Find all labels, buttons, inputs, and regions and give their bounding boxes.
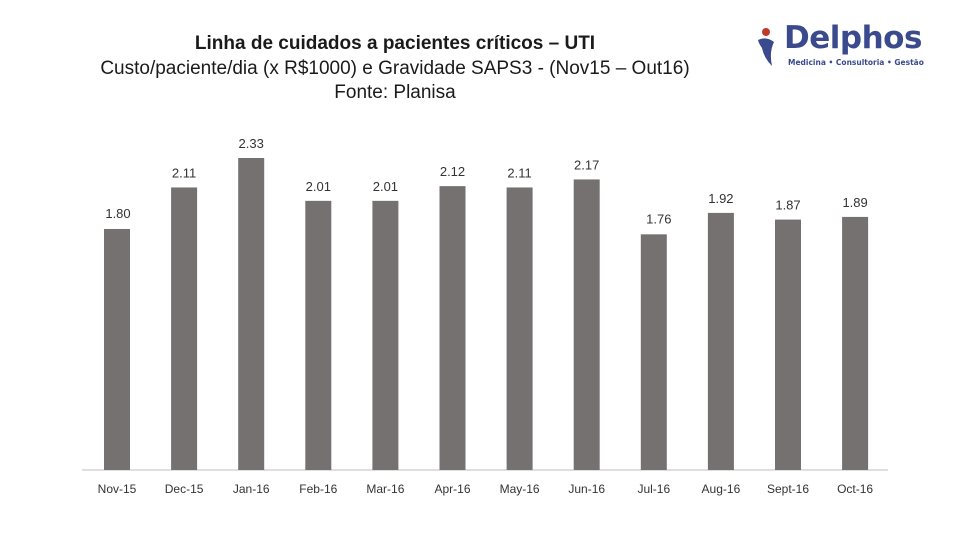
value-label-Jul-16: 1.76 bbox=[646, 211, 671, 226]
bar-May-16 bbox=[506, 187, 533, 470]
person-figure-icon bbox=[758, 28, 774, 66]
category-label-Mar-16: Mar-16 bbox=[366, 482, 404, 496]
category-label-Feb-16: Feb-16 bbox=[299, 482, 337, 496]
value-label-Nov-15: 1.80 bbox=[105, 206, 130, 221]
category-label-Aug-16: Aug-16 bbox=[702, 482, 741, 496]
value-label-Feb-16: 2.01 bbox=[306, 179, 331, 194]
chart-source: Fonte: Planisa bbox=[334, 82, 456, 103]
value-label-Sept-16: 1.87 bbox=[775, 198, 800, 213]
category-label-Dec-15: Dec-15 bbox=[165, 482, 204, 496]
category-label-Nov-15: Nov-15 bbox=[98, 482, 137, 496]
bar-Jan-16 bbox=[238, 158, 265, 470]
delphos-logo: Delphos Medicina • Consultoria • Gestão bbox=[752, 20, 927, 72]
value-label-Aug-16: 1.92 bbox=[708, 191, 733, 206]
category-label-Oct-16: Oct-16 bbox=[837, 482, 873, 496]
bar-Mar-16 bbox=[372, 200, 399, 470]
category-label-Jul-16: Jul-16 bbox=[637, 482, 670, 496]
value-label-Dec-15: 2.11 bbox=[172, 165, 196, 180]
value-label-Mar-16: 2.01 bbox=[373, 179, 398, 194]
category-label-Apr-16: Apr-16 bbox=[434, 482, 470, 496]
bar-Feb-16 bbox=[305, 200, 332, 470]
bar-Sept-16 bbox=[775, 219, 801, 470]
bar-Apr-16 bbox=[439, 186, 466, 470]
value-label-Oct-16: 1.89 bbox=[842, 195, 867, 210]
value-label-Apr-16: 2.12 bbox=[440, 164, 465, 179]
chart-subtitle: Custo/paciente/dia (x R$1000) e Gravidad… bbox=[100, 58, 690, 79]
bar-Jun-16 bbox=[573, 179, 600, 470]
logo-tagline: Medicina • Consultoria • Gestão bbox=[788, 58, 924, 67]
category-label-Jan-16: Jan-16 bbox=[233, 482, 270, 496]
logo-name: Delphos bbox=[784, 20, 922, 56]
bar-Aug-16 bbox=[707, 212, 734, 470]
value-label-May-16: 2.11 bbox=[507, 165, 531, 180]
chart-title: Linha de cuidados a pacientes críticos –… bbox=[194, 33, 596, 54]
category-label-Sept-16: Sept-16 bbox=[767, 482, 809, 496]
category-label-Jun-16: Jun-16 bbox=[568, 482, 605, 496]
value-label-Jan-16: 2.33 bbox=[239, 136, 264, 151]
bar-Jul-16 bbox=[640, 234, 667, 470]
category-label-May-16: May-16 bbox=[500, 482, 540, 496]
bar-Oct-16 bbox=[842, 216, 869, 470]
chart-title-block: Linha de cuidados a pacientes críticos –… bbox=[60, 32, 730, 105]
value-label-Jun-16: 2.17 bbox=[574, 157, 599, 172]
bar-Dec-15 bbox=[171, 187, 198, 470]
bar-Nov-15 bbox=[104, 228, 130, 470]
